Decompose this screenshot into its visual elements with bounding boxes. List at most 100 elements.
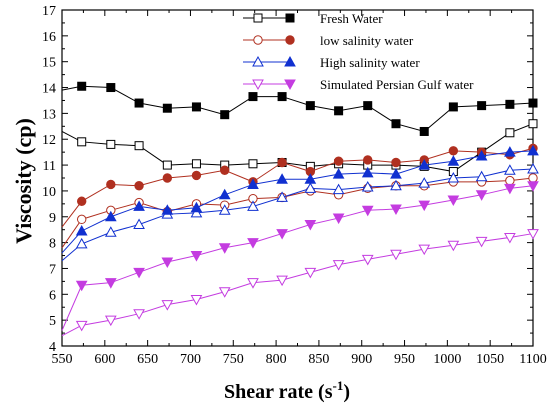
data-point-triangle-up xyxy=(190,206,203,218)
data-point-triangle-down xyxy=(75,320,88,332)
data-point-square xyxy=(220,110,230,120)
data-point-triangle-down xyxy=(390,249,402,261)
data-point-circle xyxy=(505,175,515,186)
data-point-triangle-up xyxy=(247,200,259,211)
data-point-triangle-down xyxy=(190,251,203,262)
legend-item: Fresh Water xyxy=(243,11,383,26)
data-point-triangle-down xyxy=(332,213,345,225)
data-point-triangle-down xyxy=(504,183,516,195)
data-point-triangle-down xyxy=(304,267,317,279)
data-point-square xyxy=(77,137,87,147)
x-tick-label: 950 xyxy=(394,352,415,367)
data-point-triangle-down xyxy=(133,309,145,320)
data-point-triangle-down xyxy=(332,260,345,271)
data-point-circle xyxy=(76,196,87,206)
data-point-triangle-up xyxy=(75,224,88,236)
data-point-triangle-down xyxy=(390,204,402,216)
data-point-triangle-down xyxy=(161,257,174,269)
y-tick-label: 7 xyxy=(49,262,56,277)
y-tick-label: 15 xyxy=(42,56,56,71)
data-point-triangle-up xyxy=(332,183,345,195)
series-line xyxy=(61,123,534,173)
data-point-square xyxy=(419,126,429,136)
data-point-triangle-up xyxy=(361,166,374,178)
data-point-triangle-up xyxy=(304,182,317,193)
data-point-triangle-up xyxy=(247,178,259,189)
x-tick-label: 700 xyxy=(180,352,201,367)
data-point-square xyxy=(191,102,201,112)
data-point-square xyxy=(528,119,538,129)
data-point-triangle-down xyxy=(218,287,231,298)
data-point-triangle-down xyxy=(104,315,117,327)
data-point-square xyxy=(528,98,538,108)
x-tick-label: 550 xyxy=(52,352,73,367)
data-point-square xyxy=(477,101,487,111)
y-tick-label: 16 xyxy=(42,30,56,45)
data-point-circle xyxy=(528,173,538,183)
data-point-triangle-up xyxy=(475,170,488,182)
y-tick-label: 9 xyxy=(49,211,56,226)
data-point-triangle-up xyxy=(161,204,174,215)
data-point-square xyxy=(162,103,172,113)
data-point-triangle-down xyxy=(527,181,539,192)
data-point-triangle-down xyxy=(475,236,488,248)
data-point-triangle-up xyxy=(332,168,345,179)
x-axis-title: Shear rate (s-1) xyxy=(224,378,350,403)
data-point-square xyxy=(248,159,258,169)
data-point-triangle-down xyxy=(276,229,288,240)
data-point-triangle-down xyxy=(161,300,174,311)
legend-item: low salinity water xyxy=(243,33,414,48)
data-point-circle xyxy=(162,173,173,183)
data-point-triangle-up xyxy=(190,201,203,213)
x-tick-label: 600 xyxy=(94,352,115,367)
data-point-triangle-up xyxy=(218,204,231,215)
x-tick-label: 1050 xyxy=(476,352,504,367)
data-point-triangle-down xyxy=(75,280,88,292)
data-point-square xyxy=(391,119,401,129)
data-point-triangle-down xyxy=(504,232,516,244)
data-point-square xyxy=(305,101,315,111)
legend-label: low salinity water xyxy=(320,33,414,48)
y-tick-label: 17 xyxy=(42,4,56,19)
data-point-triangle-down xyxy=(361,254,374,266)
legend: Fresh Water low salinity water High salini… xyxy=(243,11,474,92)
data-point-square xyxy=(77,81,87,91)
data-point-triangle-up xyxy=(418,159,431,170)
data-point-square xyxy=(285,13,295,23)
data-point-circle xyxy=(448,146,459,156)
data-point-triangle-up xyxy=(133,200,145,211)
series-line xyxy=(61,233,534,337)
series-line xyxy=(61,168,534,262)
data-point-circle xyxy=(253,35,263,45)
series xyxy=(61,144,539,262)
y-tick-label: 11 xyxy=(43,159,56,174)
data-point-circle xyxy=(391,157,401,168)
data-point-circle xyxy=(191,170,202,181)
data-point-square xyxy=(277,92,287,102)
data-point-square xyxy=(162,160,172,170)
data-point-triangle-up xyxy=(133,218,145,230)
data-point-circle xyxy=(134,181,144,191)
data-point-triangle-up xyxy=(104,226,117,237)
data-point-triangle-down xyxy=(304,220,317,231)
x-tick-label: 850 xyxy=(308,352,329,367)
data-point-triangle-down xyxy=(218,243,231,254)
y-tick-label: 6 xyxy=(49,288,56,303)
data-point-triangle-down xyxy=(361,205,374,217)
data-point-triangle-up xyxy=(104,210,117,222)
data-point-triangle-down xyxy=(252,79,264,91)
data-point-triangle-down xyxy=(447,240,460,252)
series-line xyxy=(61,85,534,133)
x-tick-label: 800 xyxy=(266,352,287,367)
data-point-triangle-up xyxy=(284,55,296,67)
data-point-square xyxy=(248,92,258,102)
data-point-triangle-up xyxy=(75,237,88,249)
data-point-triangle-down xyxy=(418,200,431,212)
data-point-circle xyxy=(220,165,230,175)
data-point-triangle-down xyxy=(418,244,431,256)
y-tick-label: 4 xyxy=(49,340,56,355)
series-group xyxy=(61,81,539,337)
data-point-triangle-down xyxy=(247,238,259,249)
data-point-triangle-up xyxy=(418,177,431,188)
data-point-square xyxy=(334,106,344,116)
